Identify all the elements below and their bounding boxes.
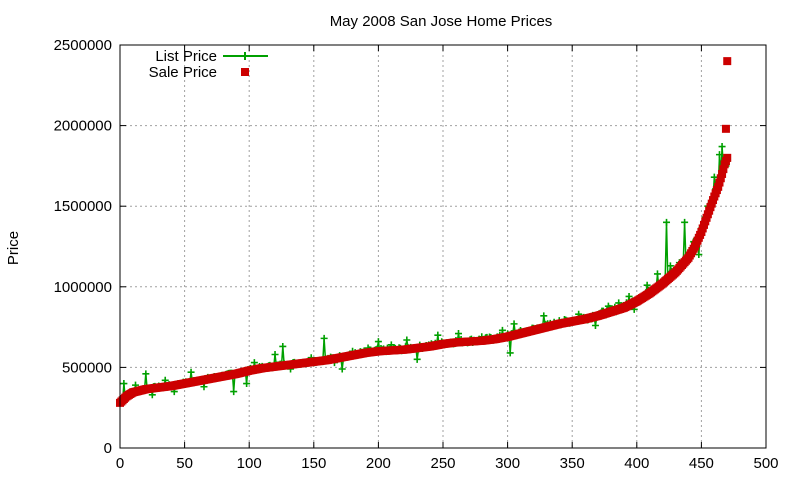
y-tick-label: 2000000: [54, 118, 112, 135]
y-tick-label: 500000: [62, 359, 112, 376]
legend-marker-list-price: [241, 52, 249, 60]
x-tick-label: 400: [624, 455, 649, 472]
x-tick-label: 500: [753, 455, 778, 472]
y-tick-label: 1000000: [54, 279, 112, 296]
list-price-point: [374, 338, 382, 346]
list-price-point: [540, 312, 548, 320]
x-tick-label: 300: [495, 455, 520, 472]
y-tick-label: 2500000: [54, 37, 112, 54]
list-price-point: [506, 349, 514, 357]
legend: List Price Sale Price: [149, 48, 268, 81]
list-price-point: [142, 370, 150, 378]
list-price-point: [718, 143, 726, 151]
list-price-point: [710, 173, 718, 181]
sale-price-point: [714, 182, 723, 191]
list-price-point: [510, 320, 518, 328]
x-tick-label: 350: [560, 455, 585, 472]
x-tick-label: 200: [366, 455, 391, 472]
axis-labels: 0 50 100 150 200 250 300 350 400 450 500 0 500000 100…: [54, 37, 779, 472]
list-price-point: [338, 365, 346, 373]
list-price-point: [413, 355, 421, 363]
list-price-point: [653, 270, 661, 278]
series-layer: [116, 57, 732, 407]
y-tick-label: 1500000: [54, 198, 112, 215]
list-price-point: [666, 262, 674, 270]
x-tick-label: 100: [237, 455, 262, 472]
sale-price-point: [723, 57, 732, 66]
x-tick-label: 250: [430, 455, 455, 472]
list-price-point: [434, 331, 442, 339]
list-price-line: [119, 146, 728, 404]
list-price-point: [230, 388, 238, 396]
sale-price-point: [715, 178, 724, 187]
grid-lines: [120, 45, 766, 448]
list-price-point: [643, 281, 651, 289]
list-price-point: [695, 251, 703, 259]
list-price-point: [625, 292, 633, 300]
y-axis-label: Price: [5, 231, 22, 265]
list-price-point: [715, 151, 723, 159]
list-price-point: [663, 218, 671, 226]
sale-price-point: [716, 174, 725, 183]
sale-price-point: [719, 165, 728, 174]
list-price-point: [591, 321, 599, 329]
list-price-point: [279, 342, 287, 350]
legend-label-list-price: List Price: [155, 48, 217, 65]
list-price-point: [250, 359, 258, 367]
list-price-point: [243, 380, 251, 388]
chart-title: May 2008 San Jose Home Prices: [330, 13, 553, 30]
list-price-point: [120, 380, 128, 388]
sale-price-point: [718, 169, 727, 178]
x-tick-label: 450: [689, 455, 714, 472]
list-price-point: [187, 368, 195, 376]
y-tick-label: 0: [104, 440, 112, 457]
list-price-point: [320, 334, 328, 342]
sale-price-point: [723, 153, 732, 162]
list-price-point: [681, 218, 689, 226]
x-tick-label: 0: [116, 455, 124, 472]
sale-price-point: [721, 124, 730, 133]
legend-label-sale-price: Sale Price: [149, 64, 217, 81]
x-tick-label: 50: [176, 455, 193, 472]
legend-marker-sale-price: [241, 68, 249, 76]
list-price-point: [271, 351, 279, 359]
x-tick-label: 150: [301, 455, 326, 472]
list-price-point: [498, 326, 506, 334]
list-price-point: [455, 330, 463, 338]
list-price-point: [403, 336, 411, 344]
